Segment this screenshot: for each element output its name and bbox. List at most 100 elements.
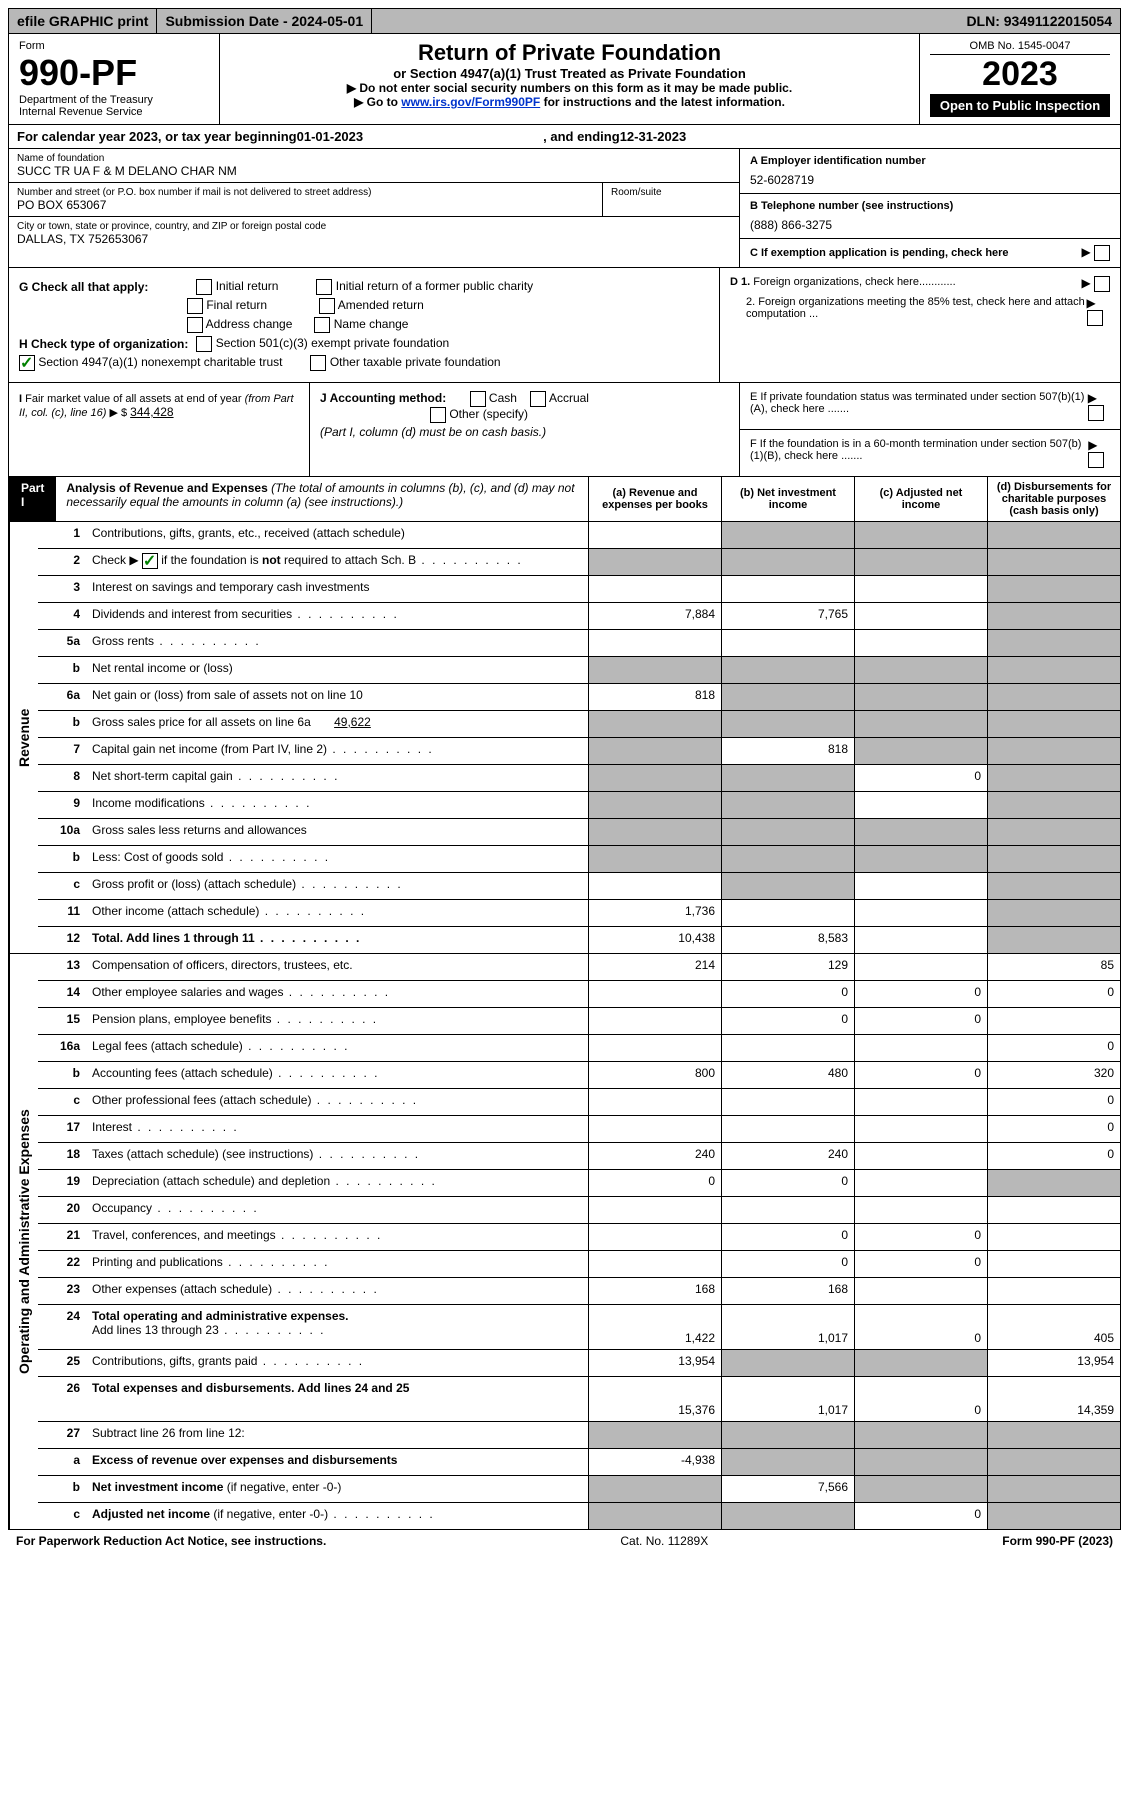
efile-label[interactable]: efile GRAPHIC print: [9, 9, 157, 33]
r18-c: [854, 1143, 987, 1169]
r20-b: [721, 1197, 854, 1223]
r8-a: [588, 765, 721, 791]
cb-jother[interactable]: [430, 407, 446, 423]
r10b-num: b: [38, 846, 86, 872]
r17-b: [721, 1116, 854, 1142]
r24-d1: Total operating and administrative expen…: [92, 1309, 349, 1323]
footer-row: For Paperwork Reduction Act Notice, see …: [8, 1530, 1121, 1552]
r2-num: 2: [38, 549, 86, 575]
c-label: C If exemption application is pending, c…: [750, 247, 1009, 259]
r27c-c: 0: [854, 1503, 987, 1529]
g-initial-former: Initial return of a former public charit…: [336, 279, 533, 293]
form990pf-link[interactable]: www.irs.gov/Form990PF: [401, 95, 540, 109]
r14-d: 0: [987, 981, 1120, 1007]
r27c-b: [721, 1503, 854, 1529]
form-number: 990-PF: [19, 52, 209, 94]
cal-mid: , and ending: [543, 129, 620, 144]
g-initial: Initial return: [216, 279, 279, 293]
row-21: 21Travel, conferences, and meetings00: [38, 1224, 1120, 1251]
cb-namechg[interactable]: [314, 317, 330, 333]
r26-c: 0: [854, 1377, 987, 1421]
r4-c: [854, 603, 987, 629]
identity-right: A Employer identification number 52-6028…: [739, 149, 1120, 267]
submission-date: Submission Date - 2024-05-01: [157, 9, 372, 33]
street-cell: Number and street (or P.O. box number if…: [9, 183, 603, 216]
r20-c: [854, 1197, 987, 1223]
col-a-label: (a) Revenue and expenses per books: [595, 487, 715, 511]
cb-f[interactable]: [1088, 452, 1104, 468]
r19-a: 0: [588, 1170, 721, 1196]
cb-schb[interactable]: [142, 553, 158, 569]
city-value: DALLAS, TX 752653067: [17, 232, 731, 246]
cb-address[interactable]: [187, 317, 203, 333]
row-1: 1Contributions, gifts, grants, etc., rec…: [38, 522, 1120, 549]
cb-amended[interactable]: [319, 298, 335, 314]
r18-b: 240: [721, 1143, 854, 1169]
cb-e[interactable]: [1088, 405, 1104, 421]
r24-d: 405: [987, 1305, 1120, 1349]
form-note1: Do not enter social security numbers on …: [230, 81, 909, 95]
r19-c: [854, 1170, 987, 1196]
r4-num: 4: [38, 603, 86, 629]
r1-a: [588, 522, 721, 548]
form-subtitle: or Section 4947(a)(1) Trust Treated as P…: [230, 66, 909, 81]
row-6a: 6aNet gain or (loss) from sale of assets…: [38, 684, 1120, 711]
cb-initial[interactable]: [196, 279, 212, 295]
r23-c: [854, 1278, 987, 1304]
r7-c: [854, 738, 987, 764]
j-label: J Accounting method:: [320, 391, 446, 405]
r24-num: 24: [38, 1305, 86, 1349]
form-title: Return of Private Foundation: [230, 40, 909, 66]
cb-initial-former[interactable]: [316, 279, 332, 295]
r27-desc: Subtract line 26 from line 12:: [86, 1422, 588, 1448]
footer-left: For Paperwork Reduction Act Notice, see …: [16, 1534, 326, 1548]
cb-4947[interactable]: [19, 355, 35, 371]
r22-desc: Printing and publications: [86, 1251, 588, 1277]
part1-badge: Part I: [9, 477, 56, 521]
c-checkbox[interactable]: [1094, 245, 1110, 261]
r4-d: [987, 603, 1120, 629]
g-address: Address change: [206, 317, 293, 331]
row-15: 15Pension plans, employee benefits00: [38, 1008, 1120, 1035]
r16b-d: 320: [987, 1062, 1120, 1088]
form-year-block: OMB No. 1545-0047 2023 Open to Public In…: [920, 34, 1120, 124]
city-label: City or town, state or province, country…: [17, 221, 731, 232]
r8-d: [987, 765, 1120, 791]
r11-c: [854, 900, 987, 926]
r25-d: 13,954: [987, 1350, 1120, 1376]
ef-right: E If private foundation status was termi…: [739, 383, 1120, 476]
row-26: 26Total expenses and disbursements. Add …: [38, 1377, 1120, 1422]
r10b-d: [987, 846, 1120, 872]
cb-accrual[interactable]: [530, 391, 546, 407]
r5a-d: [987, 630, 1120, 656]
f-label: F If the foundation is in a 60-month ter…: [750, 438, 1088, 468]
g-final: Final return: [206, 298, 267, 312]
cb-d1[interactable]: [1094, 276, 1110, 292]
col-b-label: (b) Net investment income: [728, 487, 848, 511]
r15-a: [588, 1008, 721, 1034]
r22-d: [987, 1251, 1120, 1277]
cb-final[interactable]: [187, 298, 203, 314]
e-row: E If private foundation status was termi…: [740, 383, 1120, 430]
form-page: efile GRAPHIC print Submission Date - 20…: [0, 0, 1129, 1560]
r16a-a: [588, 1035, 721, 1061]
cb-501c3[interactable]: [196, 336, 212, 352]
r16a-d: 0: [987, 1035, 1120, 1061]
foundation-name-cell: Name of foundation SUCC TR UA F & M DELA…: [9, 149, 739, 183]
r21-b: 0: [721, 1224, 854, 1250]
cb-other-tax[interactable]: [310, 355, 326, 371]
note2-pre: Go to: [354, 95, 401, 109]
r6b-b: [721, 711, 854, 737]
r26-d: 14,359: [987, 1377, 1120, 1421]
r2-desc: Check ▶ if the foundation is not require…: [86, 549, 588, 575]
r10a-d: [987, 819, 1120, 845]
cb-cash[interactable]: [470, 391, 486, 407]
r5b-c: [854, 657, 987, 683]
row-16a: 16aLegal fees (attach schedule)0: [38, 1035, 1120, 1062]
cb-d2[interactable]: [1087, 310, 1103, 326]
part1-desc: Part I Analysis of Revenue and Expenses …: [9, 477, 588, 521]
r2-d: [987, 549, 1120, 575]
r24-d2: Add lines 13 through 23: [92, 1323, 325, 1337]
dept-label: Department of the Treasury: [19, 94, 209, 106]
r16c-a: [588, 1089, 721, 1115]
